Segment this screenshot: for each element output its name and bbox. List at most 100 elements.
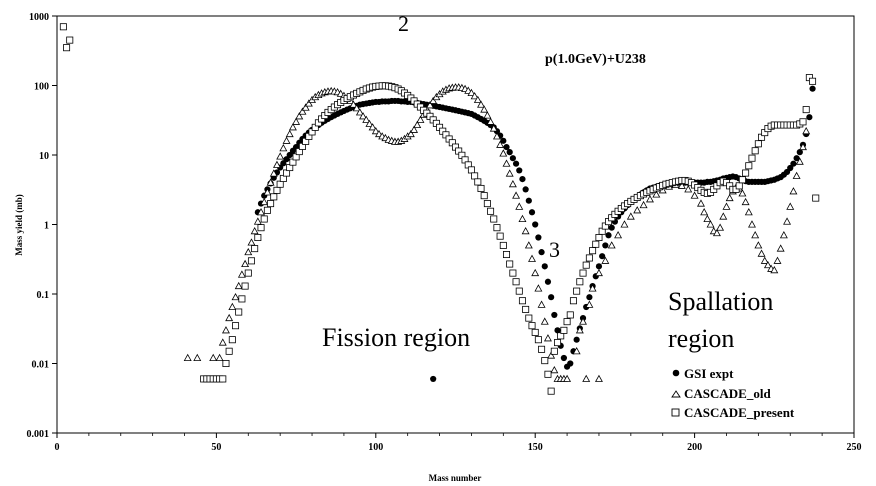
data-point-cascade-old <box>285 129 294 138</box>
data-point-gsi <box>602 242 609 249</box>
data-point-cascade-old <box>272 160 281 168</box>
data-point-cascade-present <box>254 234 262 242</box>
data-series <box>59 23 820 395</box>
data-point-cascade-old <box>276 152 285 160</box>
data-point-gsi <box>283 156 290 163</box>
data-point-cascade-old <box>301 103 310 111</box>
data-point-cascade-old <box>193 353 202 361</box>
data-point-cascade-old <box>763 260 772 269</box>
data-point-cascade-present <box>63 44 71 52</box>
data-point-cascade-old <box>225 313 234 322</box>
data-point-cascade-old <box>231 292 240 301</box>
data-point-cascade-present <box>238 295 246 303</box>
x-tick-label: 250 <box>847 442 862 453</box>
data-point-cascade-old <box>738 189 747 197</box>
data-point-cascade-present <box>589 247 597 255</box>
data-point-cascade-old <box>614 231 623 239</box>
data-point-gsi <box>528 209 536 216</box>
data-point-cascade-old <box>700 208 709 216</box>
data-point-cascade-old <box>237 270 246 278</box>
data-point-cascade-present <box>480 192 488 200</box>
data-point-cascade-present <box>745 162 753 170</box>
data-point-cascade-old <box>355 108 364 116</box>
data-point-cascade-old <box>537 300 546 308</box>
data-point-cascade-old <box>512 191 521 199</box>
data-point-cascade-old <box>244 247 253 256</box>
data-point-cascade-present <box>471 172 479 180</box>
y-tick-label: 1000 <box>29 12 49 23</box>
data-point-cascade-old <box>470 92 479 100</box>
data-point-cascade-present <box>263 206 271 214</box>
data-point-cascade-present <box>273 186 281 194</box>
data-point-cascade-old <box>486 117 495 125</box>
data-point-cascade-old <box>547 351 556 359</box>
data-point-cascade-old <box>703 214 712 222</box>
data-point-gsi <box>796 149 803 156</box>
data-point-cascade-old <box>215 353 224 361</box>
data-point-cascade-old <box>241 259 250 268</box>
data-point-cascade-old <box>696 199 705 207</box>
legend-marker-gsi <box>672 369 680 377</box>
data-point-cascade-old <box>209 353 218 361</box>
reaction-label: p(1.0GeV)+U238 <box>545 52 646 67</box>
data-point-cascade-old <box>588 284 597 292</box>
data-point-cascade-old <box>413 120 422 129</box>
data-point-cascade-old <box>524 241 533 249</box>
data-point-gsi <box>506 149 513 156</box>
x-axis-title: Mass number <box>429 473 482 483</box>
data-point-cascade-old <box>496 140 505 148</box>
data-point-cascade-present <box>538 345 546 353</box>
data-point-cascade-present <box>276 180 284 188</box>
data-point-cascade-present <box>809 77 817 85</box>
data-point-cascade-old <box>550 366 559 374</box>
peak-label-2: 2 <box>398 11 409 36</box>
data-point-gsi <box>286 151 293 159</box>
data-point-cascade-old <box>601 256 610 264</box>
data-point-cascade-present <box>260 215 268 223</box>
data-point-cascade-old <box>722 202 731 210</box>
data-point-cascade-present <box>509 269 517 277</box>
data-point-cascade-old <box>304 99 313 107</box>
data-point-cascade-old <box>748 220 756 228</box>
data-point-cascade-old <box>579 317 587 325</box>
data-point-gsi <box>787 164 794 172</box>
data-point-cascade-old <box>416 115 425 123</box>
data-point-cascade-present <box>235 308 243 316</box>
data-point-cascade-present <box>225 347 233 355</box>
data-point-cascade-present <box>518 297 526 305</box>
data-point-cascade-present <box>742 169 750 177</box>
legend-label-cascade-present: CASCADE_present <box>684 405 795 420</box>
legend-marker-cascade-old <box>671 390 681 398</box>
data-point-cascade-old <box>502 159 511 167</box>
data-point-cascade-old <box>783 217 792 225</box>
x-tick-label: 0 <box>55 442 60 453</box>
data-point-cascade-old <box>266 178 275 186</box>
data-point-cascade-present <box>228 336 236 344</box>
data-point-cascade-old <box>531 268 540 277</box>
data-point-cascade-old <box>719 212 728 220</box>
spallation-region-label-line2: region <box>668 324 734 353</box>
data-point-gsi <box>500 137 507 144</box>
data-point-cascade-old <box>773 256 782 264</box>
data-point-gsi <box>522 186 529 193</box>
data-point-cascade-present <box>251 245 259 253</box>
data-point-cascade-old <box>260 197 269 206</box>
legend-marker-cascade-present <box>671 408 680 417</box>
data-point-cascade-present <box>544 370 552 378</box>
data-point-gsi <box>548 294 555 301</box>
data-point-gsi <box>544 278 552 285</box>
data-point-cascade-present <box>66 36 74 44</box>
data-point-cascade-old <box>786 202 795 210</box>
data-point-cascade-present <box>474 178 482 186</box>
data-point-cascade-old <box>410 125 419 133</box>
data-point-cascade-old <box>779 231 788 239</box>
data-point-gsi <box>573 336 580 343</box>
data-point-cascade-present <box>550 347 558 355</box>
data-point-cascade-present <box>267 200 275 208</box>
data-point-cascade-old <box>677 181 686 189</box>
data-point-cascade-old <box>575 326 584 334</box>
data-point-cascade-old <box>802 126 811 135</box>
data-point-cascade-present <box>467 166 475 174</box>
data-point-cascade-present <box>748 154 756 162</box>
data-point-cascade-old <box>754 241 763 249</box>
